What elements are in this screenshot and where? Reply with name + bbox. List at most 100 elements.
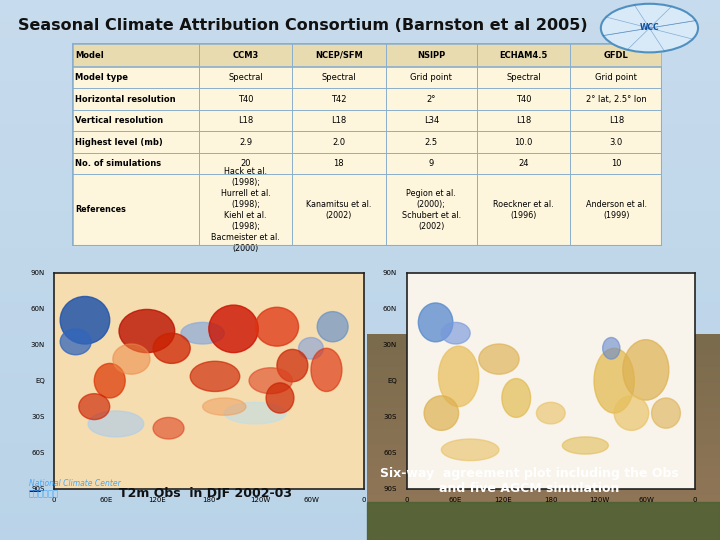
Text: Spectral: Spectral <box>322 73 356 82</box>
Text: 60S: 60S <box>32 450 45 456</box>
Text: T2m Obs  in DJF 2002-03: T2m Obs in DJF 2002-03 <box>119 487 292 500</box>
Circle shape <box>601 4 698 52</box>
Ellipse shape <box>562 437 608 454</box>
Text: —: — <box>29 485 41 498</box>
Text: Spectral: Spectral <box>506 73 541 82</box>
Text: L18: L18 <box>331 116 346 125</box>
Text: Anderson et al.
(1999): Anderson et al. (1999) <box>586 200 647 220</box>
Text: EQ: EQ <box>387 377 397 384</box>
Ellipse shape <box>614 396 649 430</box>
Ellipse shape <box>441 439 499 461</box>
Text: L18: L18 <box>516 116 531 125</box>
Ellipse shape <box>479 344 519 374</box>
Text: 120E: 120E <box>148 497 166 503</box>
Text: 10: 10 <box>611 159 621 168</box>
Text: T42: T42 <box>331 94 346 104</box>
Text: L34: L34 <box>423 116 439 125</box>
Ellipse shape <box>418 303 453 342</box>
Ellipse shape <box>441 322 470 344</box>
Text: ECHAM4.5: ECHAM4.5 <box>500 51 548 59</box>
Text: 30S: 30S <box>383 414 397 420</box>
Text: Spectral: Spectral <box>228 73 263 82</box>
Text: CCM3: CCM3 <box>233 51 258 59</box>
Ellipse shape <box>60 329 91 355</box>
Text: 60S: 60S <box>383 450 397 456</box>
Ellipse shape <box>502 379 531 417</box>
Ellipse shape <box>249 368 292 394</box>
Ellipse shape <box>424 396 459 430</box>
Text: 0: 0 <box>405 497 409 503</box>
Text: 20: 20 <box>240 159 251 168</box>
Ellipse shape <box>209 305 258 353</box>
Ellipse shape <box>202 398 246 415</box>
Text: 180: 180 <box>202 497 215 503</box>
Text: L18: L18 <box>238 116 253 125</box>
Ellipse shape <box>88 411 144 437</box>
Text: No. of simulations: No. of simulations <box>75 159 161 168</box>
Text: 90N: 90N <box>30 269 45 276</box>
Text: 3.0: 3.0 <box>610 138 623 146</box>
Ellipse shape <box>113 344 150 374</box>
Text: Roeckner et al.
(1996): Roeckner et al. (1996) <box>493 200 554 220</box>
Ellipse shape <box>311 348 342 392</box>
Text: 60N: 60N <box>382 306 397 312</box>
Text: T40: T40 <box>516 94 531 104</box>
Text: 24: 24 <box>518 159 529 168</box>
Text: 180: 180 <box>544 497 557 503</box>
Text: Hack et al.
(1998);
Hurrell et al.
(1998);
Kiehl et al.
(1998);
Bacmeister et al: Hack et al. (1998); Hurrell et al. (1998… <box>211 167 280 253</box>
Text: 0: 0 <box>52 497 56 503</box>
Text: NSIPP: NSIPP <box>417 51 446 59</box>
Ellipse shape <box>299 338 323 359</box>
Text: 90N: 90N <box>382 269 397 276</box>
Text: T40: T40 <box>238 94 253 104</box>
Text: 120E: 120E <box>494 497 512 503</box>
Text: 120W: 120W <box>589 497 609 503</box>
Ellipse shape <box>256 307 299 346</box>
Ellipse shape <box>594 348 634 413</box>
Bar <box>72 43 662 67</box>
Text: Horizontal resolution: Horizontal resolution <box>75 94 176 104</box>
Text: 60E: 60E <box>449 497 462 503</box>
Text: 10.0: 10.0 <box>515 138 533 146</box>
Ellipse shape <box>94 363 125 398</box>
Text: 60N: 60N <box>30 306 45 312</box>
Text: Six-way  agreement plot including the Obs
and five AGCM simulation: Six-way agreement plot including the Obs… <box>380 467 678 495</box>
Text: 2° lat, 2.5° lon: 2° lat, 2.5° lon <box>586 94 647 104</box>
Text: Grid point: Grid point <box>595 73 637 82</box>
Ellipse shape <box>153 333 190 363</box>
Text: References: References <box>75 205 126 214</box>
Text: Model type: Model type <box>75 73 128 82</box>
Ellipse shape <box>60 296 109 344</box>
Ellipse shape <box>652 398 680 428</box>
Ellipse shape <box>153 417 184 439</box>
Bar <box>367 502 720 540</box>
Ellipse shape <box>438 346 479 407</box>
Text: WCC: WCC <box>639 23 660 31</box>
Text: 30S: 30S <box>32 414 45 420</box>
Text: 60E: 60E <box>99 497 112 503</box>
Text: 0: 0 <box>361 497 366 503</box>
Ellipse shape <box>78 394 109 420</box>
Text: NCEP/SFM: NCEP/SFM <box>315 51 363 59</box>
Text: 30N: 30N <box>30 342 45 348</box>
Text: 90S: 90S <box>383 485 397 492</box>
Ellipse shape <box>225 402 287 424</box>
Text: Seasonal Climate Attribution Consortium (Barnston et al 2005): Seasonal Climate Attribution Consortium … <box>17 18 588 33</box>
Text: 2.5: 2.5 <box>425 138 438 146</box>
Ellipse shape <box>623 340 669 400</box>
Ellipse shape <box>266 383 294 413</box>
Text: 18: 18 <box>333 159 344 168</box>
Text: 2°: 2° <box>426 94 436 104</box>
Text: Highest level (mb): Highest level (mb) <box>75 138 163 146</box>
Text: Vertical resolution: Vertical resolution <box>75 116 163 125</box>
Text: L18: L18 <box>608 116 624 125</box>
Text: Pegion et al.
(2000);
Schubert et al.
(2002): Pegion et al. (2000); Schubert et al. (2… <box>402 189 461 231</box>
Text: Kanamitsu et al.
(2002): Kanamitsu et al. (2002) <box>306 200 372 220</box>
Text: GFDL: GFDL <box>604 51 629 59</box>
Text: 60W: 60W <box>304 497 320 503</box>
Text: 60W: 60W <box>639 497 654 503</box>
Text: National Climate Center: National Climate Center <box>29 478 120 488</box>
Text: 0: 0 <box>693 497 697 503</box>
Ellipse shape <box>318 312 348 342</box>
Ellipse shape <box>603 338 620 359</box>
